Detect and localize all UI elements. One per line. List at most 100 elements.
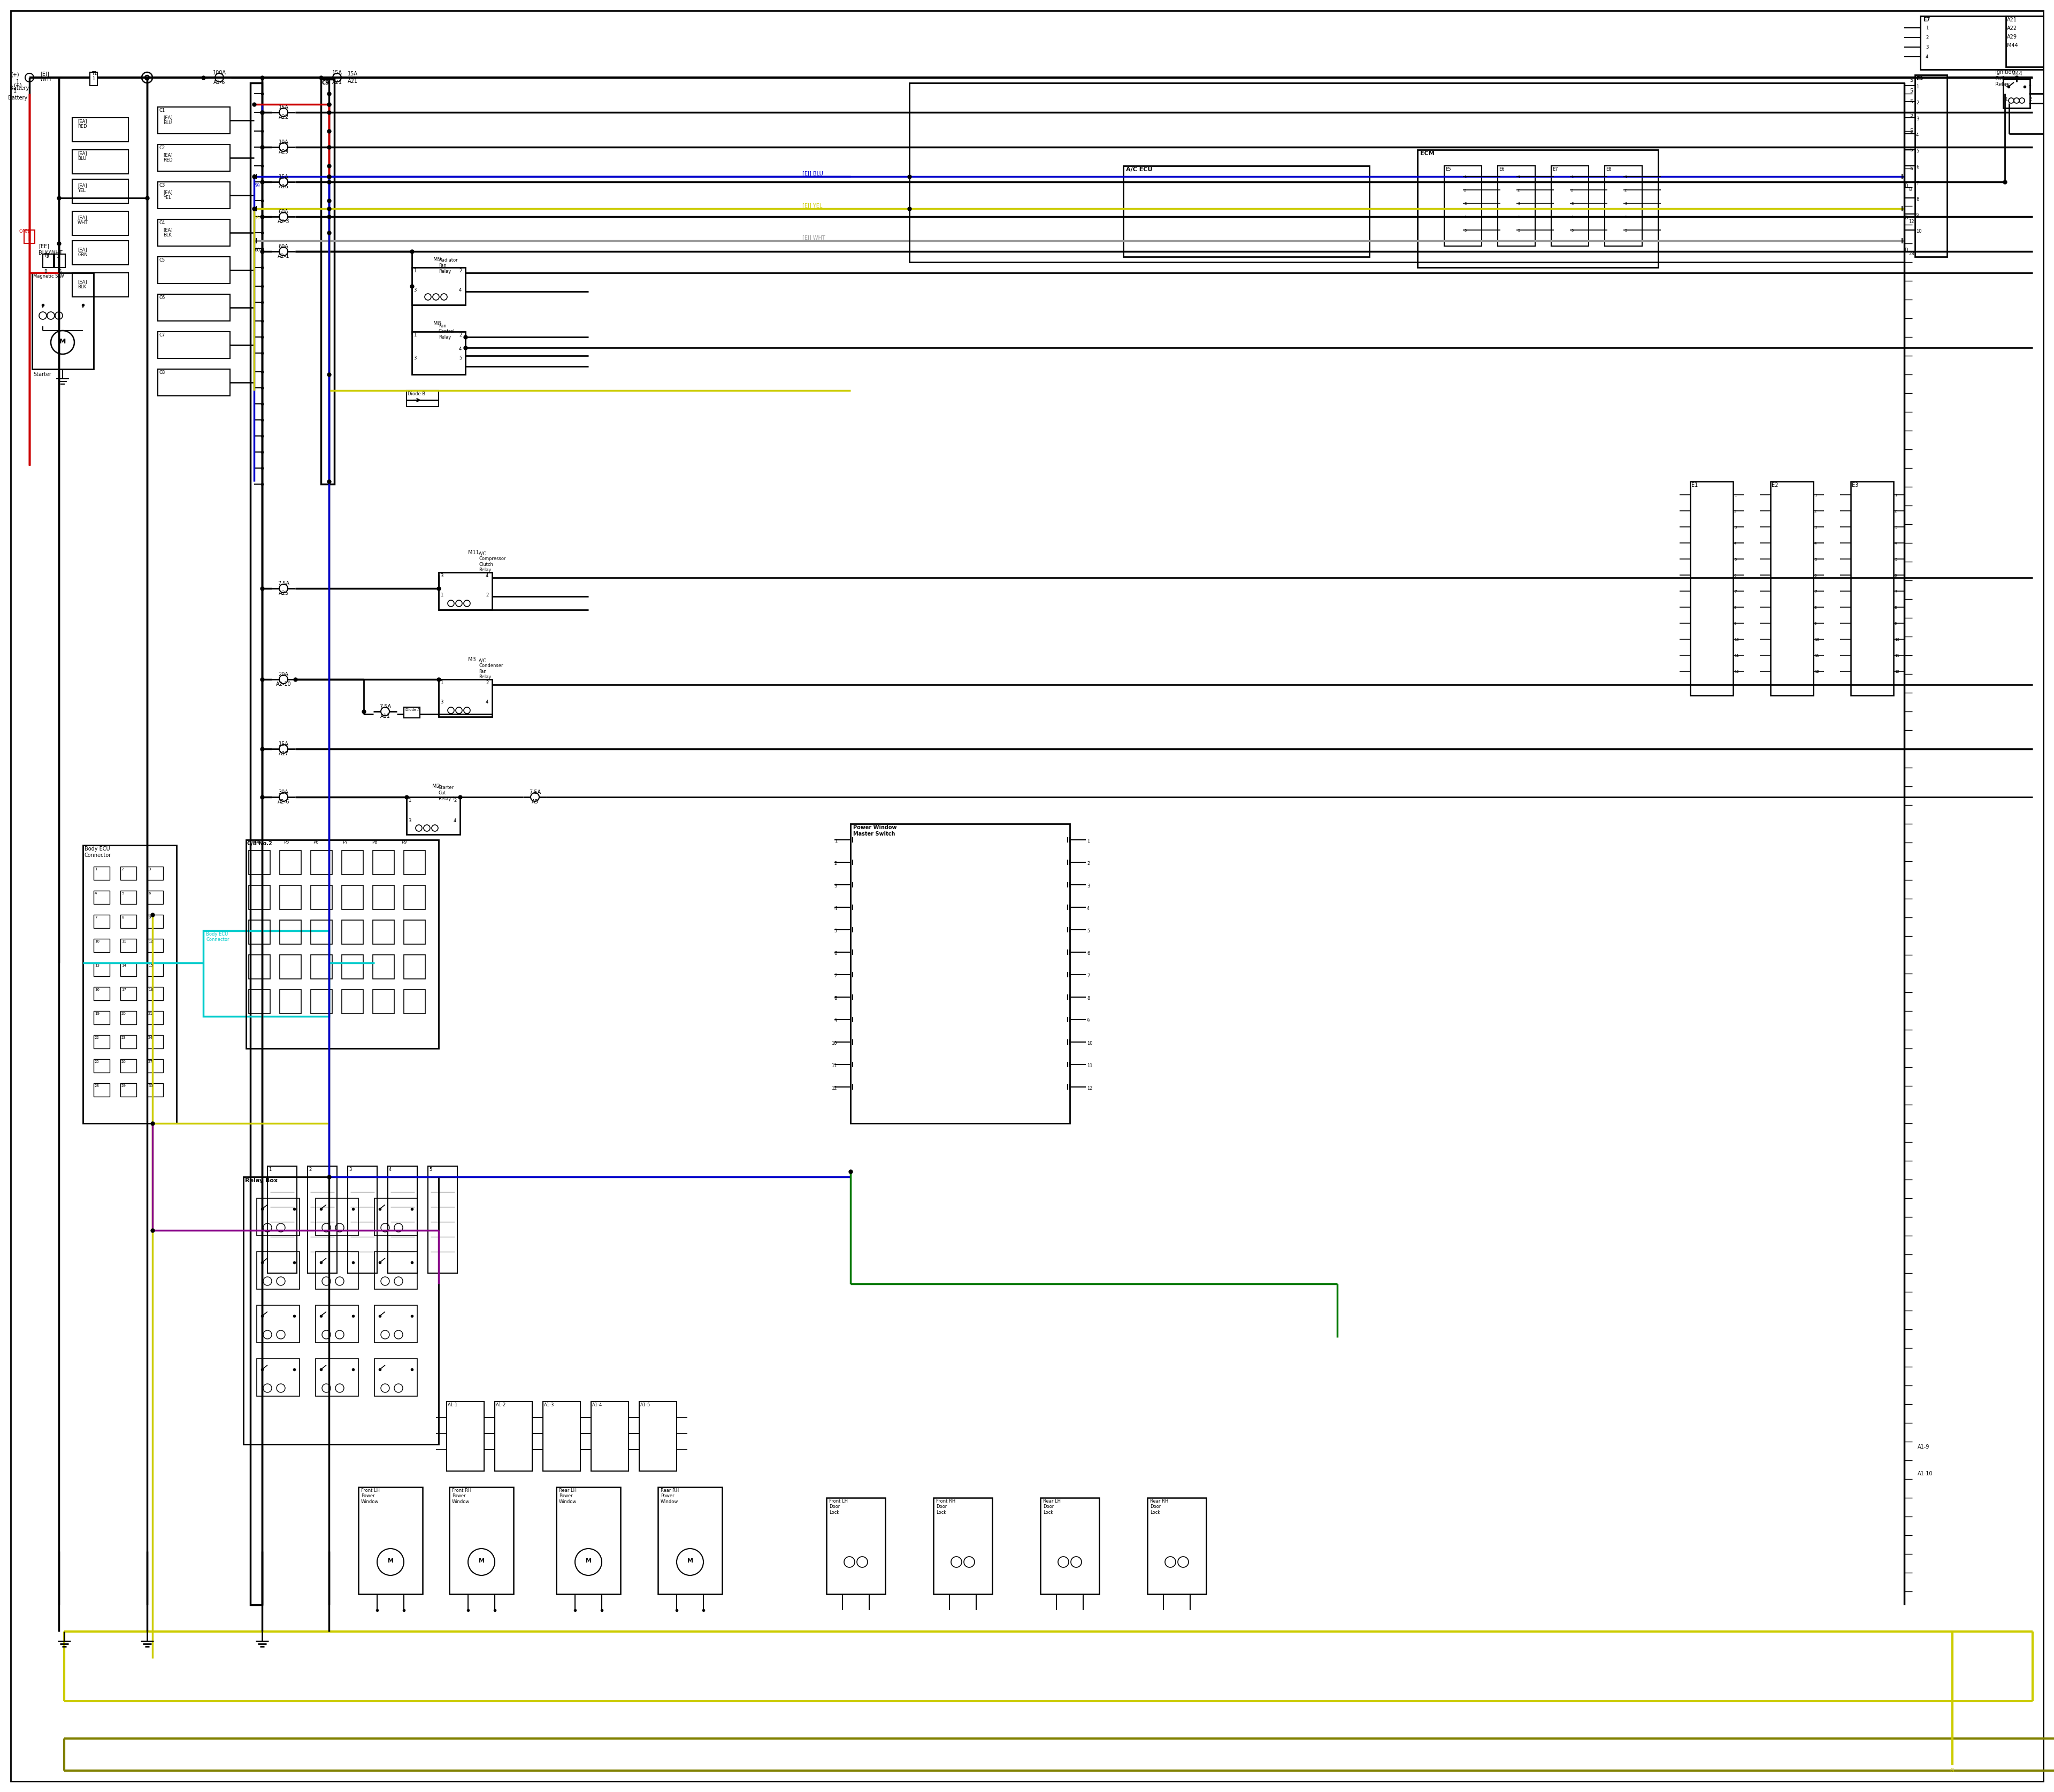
Text: 20: 20 (121, 1012, 125, 1016)
Text: 3: 3 (834, 883, 838, 889)
Text: 1: 1 (413, 333, 417, 337)
Text: 10: 10 (1087, 1041, 1093, 1047)
Bar (405, 919, 425, 944)
Bar (72, 272, 127, 297)
Text: 60A: 60A (279, 244, 288, 249)
Bar (94, 1082, 109, 1097)
Text: A17: A17 (279, 751, 288, 756)
Text: 7.5A: 7.5A (380, 704, 390, 710)
Text: 3: 3 (2005, 82, 2007, 88)
Bar (242, 1177, 440, 1444)
Text: 10: 10 (1814, 638, 1820, 642)
Bar (158, 369, 230, 396)
Bar (148, 1036, 162, 1048)
Text: 5: 5 (1916, 149, 1918, 154)
Text: C7: C7 (160, 333, 166, 337)
Text: A2-6: A2-6 (277, 799, 290, 805)
Text: 2: 2 (1465, 188, 1467, 192)
Text: 7.5A: 7.5A (277, 581, 290, 586)
Bar (1604, 167, 1641, 246)
Bar (1148, 1498, 1206, 1595)
Bar (249, 989, 271, 1014)
Text: 12: 12 (148, 939, 152, 943)
Text: 4: 4 (1734, 541, 1736, 545)
Text: 2: 2 (834, 862, 838, 866)
Text: C4: C4 (160, 220, 166, 226)
Text: D: D (1904, 183, 1908, 188)
Text: M: M (479, 1559, 485, 1564)
Text: E6: E6 (1499, 167, 1504, 172)
Text: 5: 5 (1734, 557, 1736, 561)
Bar (1444, 167, 1481, 246)
Text: 12: 12 (1814, 670, 1820, 674)
Text: D: D (1904, 215, 1908, 220)
Bar (121, 1011, 136, 1025)
Text: Rear RH
Power
Window: Rear RH Power Window (661, 1487, 680, 1503)
Bar (148, 1059, 162, 1073)
Bar (374, 1199, 417, 1236)
Text: 1: 1 (834, 839, 838, 844)
Bar (910, 82, 1904, 262)
Text: (+): (+) (14, 82, 23, 88)
Text: 59: 59 (255, 215, 259, 220)
Text: M3: M3 (468, 658, 477, 663)
Text: E2: E2 (1771, 482, 1779, 487)
Text: 5: 5 (1910, 129, 1912, 134)
Text: P4: P4 (255, 840, 259, 844)
Bar (257, 1253, 300, 1288)
Bar (72, 179, 127, 202)
Text: [EA]
YEL: [EA] YEL (162, 190, 173, 201)
Text: 13: 13 (94, 964, 99, 968)
Text: 7: 7 (94, 916, 97, 919)
Bar (1914, 75, 1947, 256)
Bar (249, 851, 271, 874)
Text: 10: 10 (94, 939, 99, 943)
Bar (148, 939, 162, 952)
Text: 15A: 15A (279, 106, 288, 109)
Text: 5: 5 (1910, 99, 1912, 104)
Bar (72, 118, 127, 142)
Text: A16: A16 (279, 185, 288, 190)
Text: 4: 4 (1927, 54, 1929, 59)
Text: 6: 6 (1916, 165, 1918, 170)
Text: 4: 4 (1625, 215, 1627, 219)
Text: 12: 12 (832, 1086, 838, 1091)
Bar (341, 885, 364, 909)
Text: Magnetic S/W: Magnetic S/W (33, 274, 64, 280)
Text: 4: 4 (1916, 133, 1918, 138)
Text: 9: 9 (1814, 622, 1818, 625)
Text: A22: A22 (2007, 25, 2017, 30)
Text: 7.5A: 7.5A (530, 790, 540, 796)
Bar (94, 891, 109, 903)
Text: [EA]
RED: [EA] RED (78, 118, 86, 129)
Bar (440, 572, 493, 609)
Text: 5: 5 (429, 1167, 431, 1172)
Bar (316, 1305, 357, 1342)
Bar (1551, 167, 1588, 246)
Text: A/C ECU: A/C ECU (1126, 167, 1152, 172)
Bar (279, 851, 302, 874)
Bar (158, 256, 230, 283)
Text: 1: 1 (1814, 495, 1818, 496)
Text: S: S (60, 269, 62, 274)
Text: 6: 6 (834, 952, 838, 955)
Bar (55, 254, 66, 267)
Text: M2: M2 (431, 783, 440, 788)
Bar (148, 987, 162, 1000)
Text: 3: 3 (1465, 202, 1467, 206)
Text: A1-3: A1-3 (544, 1403, 555, 1407)
Text: 2: 2 (1087, 862, 1091, 866)
Text: M: M (688, 1559, 692, 1564)
Text: 15A: 15A (279, 742, 288, 747)
Text: 3: 3 (1571, 202, 1573, 206)
Text: M: M (585, 1559, 592, 1564)
Text: 30: 30 (148, 1084, 152, 1088)
Text: 1: 1 (1465, 176, 1467, 179)
Bar (347, 1167, 378, 1272)
Text: D: D (1904, 247, 1908, 253)
Bar (1417, 151, 1658, 267)
Text: 2: 2 (1927, 36, 1929, 39)
Text: Rear LH
Door
Lock: Rear LH Door Lock (1043, 1498, 1060, 1514)
Text: Ignition
Coil
Relay: Ignition Coil Relay (1994, 70, 2015, 88)
Text: A/C
Compressor
Clutch
Relay: A/C Compressor Clutch Relay (479, 550, 505, 572)
